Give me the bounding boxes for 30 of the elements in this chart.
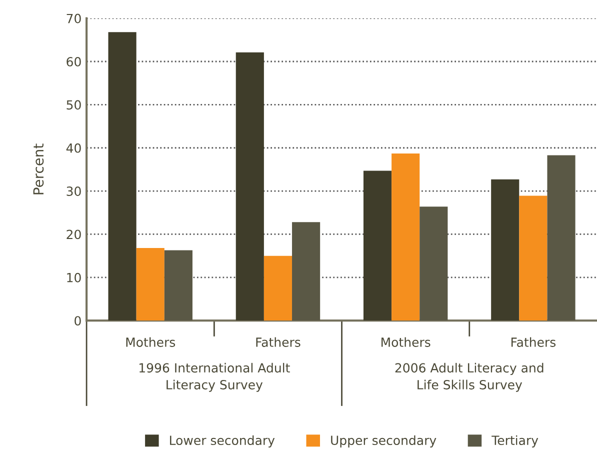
bar — [236, 52, 264, 321]
bar — [519, 196, 548, 321]
y-tick-label: 70 — [66, 14, 81, 24]
bar — [136, 248, 164, 321]
text: 1996 International Adult Literacy Survey — [139, 362, 290, 392]
bar — [164, 250, 192, 321]
y-tick-label: 10 — [67, 272, 81, 282]
bar — [292, 222, 320, 321]
legend-label: Tertiary — [492, 435, 538, 448]
x-tick-label: Fathers — [256, 337, 300, 347]
legend-label: Lower secondary — [170, 435, 275, 448]
x-tick-label: Fathers — [511, 337, 556, 347]
bar — [392, 153, 420, 321]
bar — [363, 170, 392, 321]
y-axis-title: Percent — [33, 144, 44, 194]
text: 2006 Adult Literacy and Life Skills Survey — [395, 362, 544, 392]
y-tick-label: 20 — [66, 230, 81, 240]
y-tick-label: 50 — [66, 100, 81, 110]
legend-label: Upper secondary — [331, 435, 436, 448]
y-tick-label: 30 — [66, 186, 81, 196]
bar — [547, 155, 576, 321]
bar — [491, 179, 520, 321]
x-tick-label: Mothers — [382, 337, 430, 347]
bar — [108, 32, 136, 321]
x-tick-label: Mothers — [126, 337, 176, 347]
bar — [264, 256, 292, 321]
y-tick-label: 40 — [66, 143, 81, 153]
y-tick-label: 0 — [74, 316, 81, 326]
y-tick-label: 60 — [66, 56, 81, 66]
bar — [420, 206, 448, 321]
